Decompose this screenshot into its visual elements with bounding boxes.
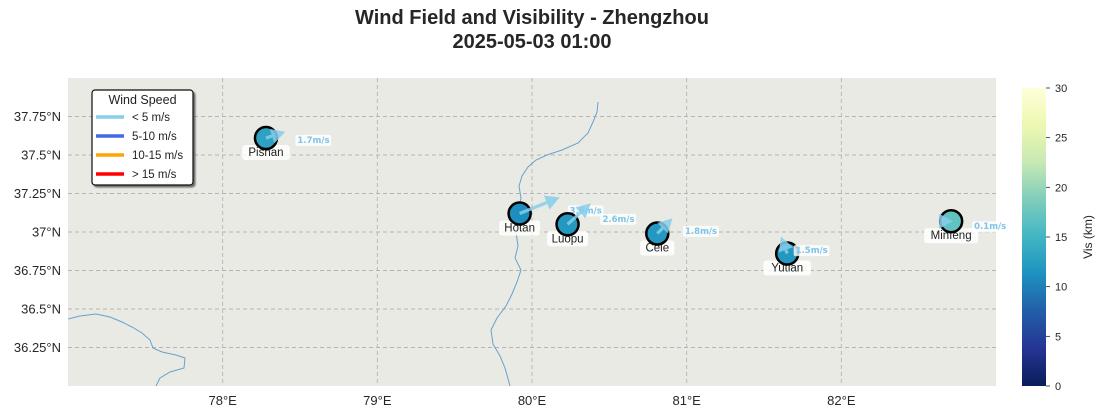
wind-speed-label: 0.1m/s — [974, 222, 1006, 232]
wind-arrow — [656, 218, 673, 235]
speed-label-box — [793, 245, 830, 257]
lat-tick-label: 37.75°N — [14, 109, 61, 124]
colorbar-tick-label: 20 — [1055, 182, 1067, 194]
lon-tick-label: 80°E — [518, 393, 547, 408]
station-name: Cele — [645, 243, 669, 255]
lat-tick-label: 37.25°N — [14, 186, 61, 201]
wind-arrow — [519, 195, 560, 216]
station-label-box — [547, 231, 589, 247]
colorbar-tick-label: 5 — [1055, 331, 1061, 343]
speed-label-box — [972, 221, 1008, 233]
station-label-box — [499, 220, 541, 236]
wind-arrow — [265, 128, 286, 144]
visibility-colorbar: 0 5 10 15 20 25 30 Vis (km) — [1022, 83, 1095, 393]
station-label-box — [924, 228, 979, 244]
colorbar-tick-label: 15 — [1055, 232, 1067, 244]
station-name: Luopu — [552, 233, 584, 245]
speed-label-box — [600, 213, 637, 225]
station-label-box — [763, 260, 811, 276]
wind-speed-label: 1.7m/s — [297, 136, 329, 146]
lat-tick-label: 37.5°N — [21, 148, 61, 163]
legend-label: > 15 m/s — [132, 169, 177, 181]
speed-label-box — [683, 225, 719, 237]
speed-label-box — [295, 134, 332, 146]
station-label-box — [242, 145, 290, 161]
legend-title: Wind Speed — [108, 93, 176, 107]
station-label-box — [640, 240, 675, 256]
colorbar-tick-label: 10 — [1055, 282, 1067, 294]
chart-title: Wind Field and Visibility - Zhengzhou — [355, 7, 709, 29]
legend-label: 5-10 m/s — [132, 131, 177, 143]
lon-tick-label: 79°E — [363, 393, 392, 408]
legend-label: < 5 m/s — [132, 112, 170, 124]
station-cele: Cele 1.8m/s — [640, 218, 719, 256]
wind-arrow — [939, 213, 954, 229]
lat-tick-label: 36.25°N — [14, 340, 61, 355]
lat-tick-label: 36.75°N — [14, 263, 61, 278]
colorbar-label: Vis (km) — [1081, 215, 1095, 259]
wind-speed-label: 2.6m/s — [602, 215, 634, 225]
colorbar-tick-label: 30 — [1055, 83, 1067, 95]
lon-tick-label: 78°E — [208, 393, 237, 408]
wind-speed-label: 1.5m/s — [796, 246, 828, 256]
colorbar-tick-label: 25 — [1055, 133, 1067, 145]
lat-tick-label: 36.5°N — [21, 302, 61, 317]
station-pishan: Pishan 1.7m/s — [242, 125, 332, 161]
station-name: Hotan — [504, 223, 535, 235]
station-luopu: Luopu 2.6m/s — [547, 203, 637, 247]
colorbar-gradient — [1022, 88, 1046, 386]
lat-tick-label: 37°N — [32, 225, 61, 240]
wind-arrow — [566, 203, 591, 226]
station-name: Pishan — [248, 147, 283, 159]
wind-arrow — [778, 236, 793, 255]
station-yutian: Yutian 1.5m/s — [763, 236, 830, 276]
chart-subtitle: 2025-05-03 01:00 — [452, 31, 612, 53]
river-karakash — [68, 313, 186, 386]
station-name: Yutian — [771, 263, 803, 275]
colorbar-tick-label: 0 — [1055, 381, 1061, 393]
legend-label: 10-15 m/s — [132, 150, 183, 162]
axis-ticks: 78°E 79°E 80°E 81°E 82°E 36.25°N 36.5°N 36.75°N… — [14, 109, 856, 408]
lon-tick-label: 81°E — [672, 393, 701, 408]
station-name: Minfeng — [931, 230, 972, 242]
wind-speed-legend: Wind Speed < 5 m/s 5-10 m/s 10-15 m/s > 15 … — [91, 89, 194, 186]
wind-speed-label: 1.8m/s — [685, 227, 717, 237]
lon-tick-label: 82°E — [827, 393, 856, 408]
stations: Pishan1.7m/sHotan3.6m/sLuopu2.6m/sCele1.… — [242, 125, 1008, 276]
